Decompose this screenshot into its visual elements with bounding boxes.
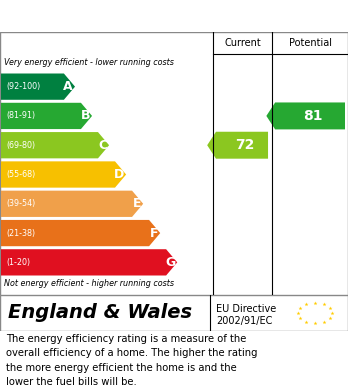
- Text: Potential: Potential: [288, 38, 332, 48]
- Polygon shape: [1, 74, 75, 100]
- Text: Very energy efficient - lower running costs: Very energy efficient - lower running co…: [4, 58, 174, 67]
- Text: The energy efficiency rating is a measure of the
overall efficiency of a home. T: The energy efficiency rating is a measur…: [6, 334, 258, 387]
- Polygon shape: [1, 161, 126, 188]
- Text: Current: Current: [224, 38, 261, 48]
- Text: (39-54): (39-54): [6, 199, 35, 208]
- Text: C: C: [98, 139, 107, 152]
- Polygon shape: [1, 191, 143, 217]
- Text: EU Directive: EU Directive: [216, 304, 276, 314]
- Text: 81: 81: [303, 109, 323, 123]
- Text: B: B: [80, 109, 90, 122]
- Polygon shape: [1, 103, 92, 129]
- Polygon shape: [1, 220, 160, 246]
- Text: 72: 72: [235, 138, 255, 152]
- Text: E: E: [133, 197, 141, 210]
- Text: (69-80): (69-80): [6, 141, 35, 150]
- Text: D: D: [114, 168, 124, 181]
- Text: (92-100): (92-100): [6, 82, 40, 91]
- Text: F: F: [150, 226, 158, 240]
- Polygon shape: [1, 132, 109, 158]
- Text: A: A: [63, 80, 73, 93]
- Text: 2002/91/EC: 2002/91/EC: [216, 316, 272, 326]
- Polygon shape: [1, 249, 177, 276]
- Text: (1-20): (1-20): [6, 258, 30, 267]
- Text: Energy Efficiency Rating: Energy Efficiency Rating: [9, 9, 230, 23]
- Polygon shape: [266, 102, 345, 129]
- Text: (55-68): (55-68): [6, 170, 35, 179]
- Text: (21-38): (21-38): [6, 229, 35, 238]
- Text: G: G: [165, 256, 175, 269]
- Text: Not energy efficient - higher running costs: Not energy efficient - higher running co…: [4, 279, 174, 288]
- Text: (81-91): (81-91): [6, 111, 35, 120]
- Polygon shape: [207, 132, 268, 159]
- Text: England & Wales: England & Wales: [8, 303, 192, 323]
